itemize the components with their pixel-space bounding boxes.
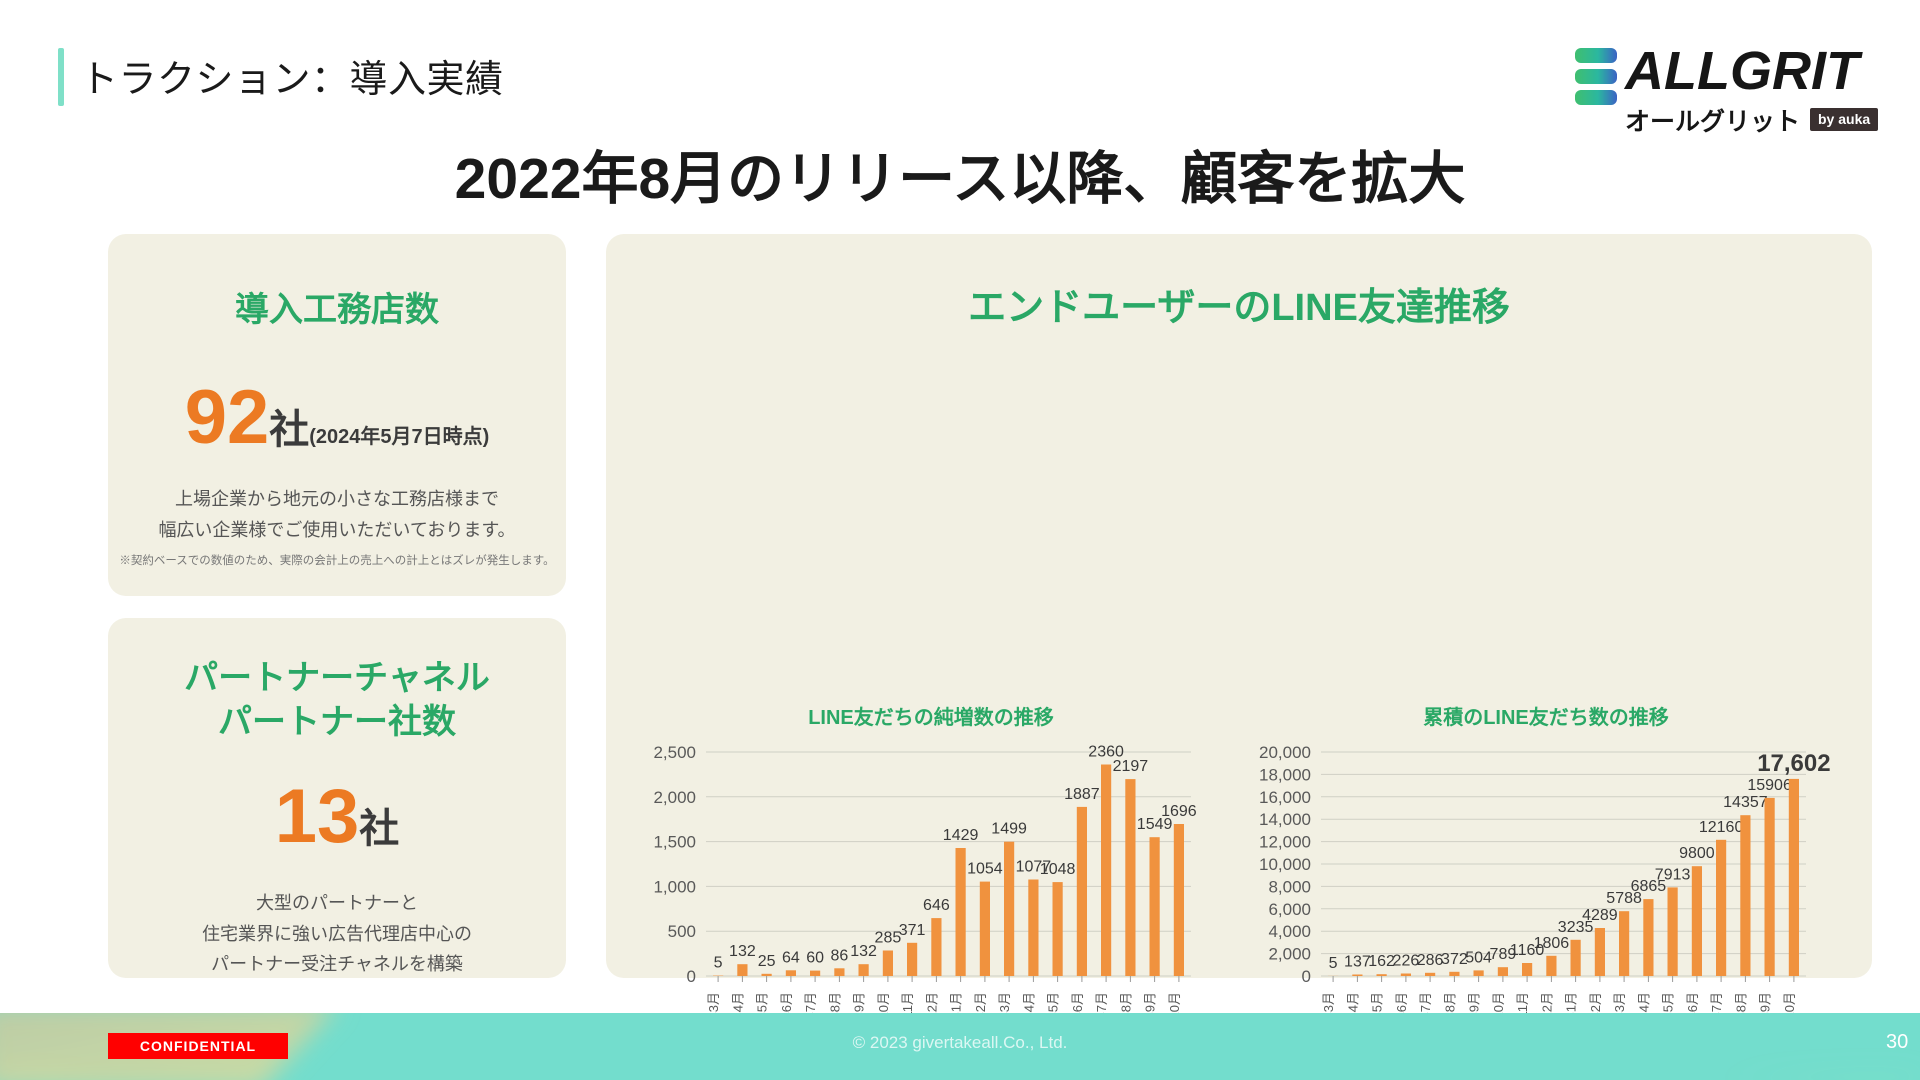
svg-text:2,000: 2,000: [653, 788, 696, 807]
svg-text:500: 500: [668, 922, 696, 941]
svg-text:1429: 1429: [943, 827, 979, 844]
svg-text:16,000: 16,000: [1259, 788, 1311, 807]
svg-text:14357: 14357: [1723, 794, 1768, 811]
svg-text:137: 137: [1344, 954, 1371, 971]
svg-text:285: 285: [875, 930, 902, 947]
svg-text:20,000: 20,000: [1259, 743, 1311, 762]
svg-text:7913: 7913: [1655, 866, 1691, 883]
svg-text:2,500: 2,500: [653, 743, 696, 762]
svg-text:1,000: 1,000: [653, 877, 696, 896]
svg-text:60: 60: [806, 950, 824, 967]
svg-text:6,000: 6,000: [1268, 900, 1311, 919]
svg-text:5: 5: [714, 955, 723, 972]
svg-text:1054: 1054: [967, 861, 1003, 878]
svg-text:64: 64: [782, 949, 800, 966]
svg-text:12,000: 12,000: [1259, 833, 1311, 852]
svg-text:1499: 1499: [991, 821, 1027, 838]
svg-text:1,500: 1,500: [653, 833, 696, 852]
svg-text:2197: 2197: [1113, 758, 1149, 775]
svg-text:4289: 4289: [1582, 907, 1618, 924]
svg-text:226: 226: [1393, 953, 1420, 970]
svg-text:14,000: 14,000: [1259, 810, 1311, 829]
svg-text:132: 132: [850, 943, 877, 960]
svg-text:646: 646: [923, 897, 950, 914]
svg-text:0: 0: [687, 967, 696, 986]
svg-text:371: 371: [899, 922, 926, 939]
svg-text:5: 5: [1329, 955, 1338, 972]
svg-text:累積のLINE友だち数の推移: 累積のLINE友だち数の推移: [1423, 705, 1669, 729]
svg-text:1806: 1806: [1534, 935, 1570, 952]
svg-text:9800: 9800: [1679, 845, 1715, 862]
svg-text:25: 25: [758, 953, 776, 970]
svg-text:1696: 1696: [1161, 803, 1197, 820]
svg-text:286: 286: [1417, 952, 1444, 969]
svg-text:0: 0: [1302, 967, 1311, 986]
svg-text:LINE友だちの純増数の推移: LINE友だちの純増数の推移: [808, 705, 1054, 729]
svg-text:12160: 12160: [1699, 819, 1744, 836]
svg-text:86: 86: [831, 947, 849, 964]
svg-text:1887: 1887: [1064, 786, 1100, 803]
svg-text:15906: 15906: [1747, 777, 1792, 794]
svg-text:132: 132: [729, 943, 756, 960]
svg-text:162: 162: [1368, 953, 1395, 970]
svg-text:504: 504: [1465, 949, 1492, 966]
svg-text:4,000: 4,000: [1268, 922, 1311, 941]
svg-text:17,602: 17,602: [1757, 750, 1830, 777]
svg-text:8,000: 8,000: [1268, 877, 1311, 896]
svg-text:18,000: 18,000: [1259, 765, 1311, 784]
svg-text:372: 372: [1441, 951, 1468, 968]
svg-text:10,000: 10,000: [1259, 855, 1311, 874]
svg-text:2,000: 2,000: [1268, 945, 1311, 964]
svg-text:1048: 1048: [1040, 861, 1076, 878]
